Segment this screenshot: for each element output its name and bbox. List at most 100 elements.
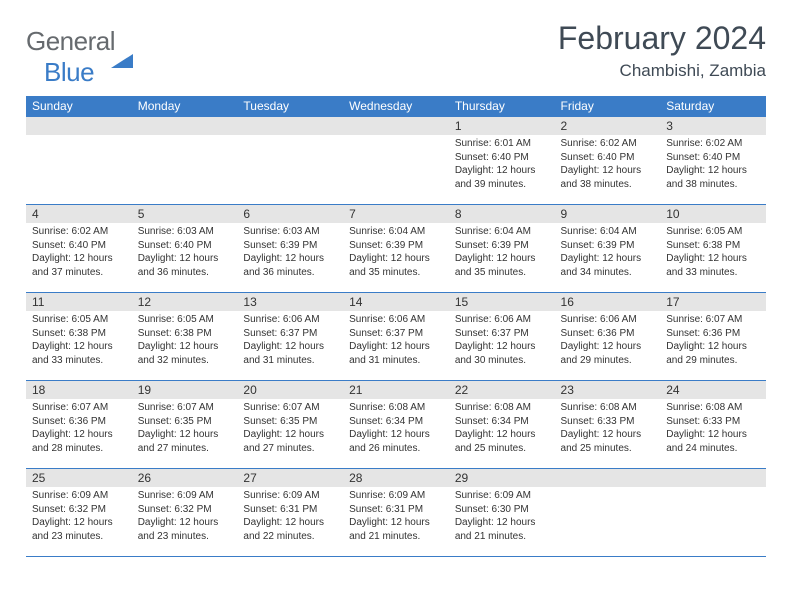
calendar-day-cell: 29Sunrise: 6:09 AMSunset: 6:30 PMDayligh…: [449, 469, 555, 557]
day-details: Sunrise: 6:06 AMSunset: 6:37 PMDaylight:…: [343, 311, 449, 371]
sunset-line: Sunset: 6:30 PM: [455, 503, 549, 517]
col-thursday: Thursday: [449, 96, 555, 117]
sunset-line: Sunset: 6:40 PM: [138, 239, 232, 253]
day-number: 29: [449, 469, 555, 487]
day-details: Sunrise: 6:06 AMSunset: 6:37 PMDaylight:…: [237, 311, 343, 371]
sunset-line: Sunset: 6:36 PM: [666, 327, 760, 341]
daylight-line: Daylight: 12 hours and 21 minutes.: [455, 516, 549, 543]
day-details: Sunrise: 6:07 AMSunset: 6:36 PMDaylight:…: [660, 311, 766, 371]
daylight-line: Daylight: 12 hours and 31 minutes.: [243, 340, 337, 367]
sunset-line: Sunset: 6:31 PM: [243, 503, 337, 517]
col-monday: Monday: [132, 96, 238, 117]
sunrise-line: Sunrise: 6:04 AM: [455, 225, 549, 239]
day-details: Sunrise: 6:03 AMSunset: 6:40 PMDaylight:…: [132, 223, 238, 283]
daylight-line: Daylight: 12 hours and 33 minutes.: [666, 252, 760, 279]
daylight-line: Daylight: 12 hours and 38 minutes.: [666, 164, 760, 191]
day-details: [237, 135, 343, 141]
sunrise-line: Sunrise: 6:08 AM: [455, 401, 549, 415]
daylight-line: Daylight: 12 hours and 23 minutes.: [138, 516, 232, 543]
sunset-line: Sunset: 6:34 PM: [349, 415, 443, 429]
daylight-line: Daylight: 12 hours and 29 minutes.: [666, 340, 760, 367]
day-number: [237, 117, 343, 135]
sunset-line: Sunset: 6:34 PM: [455, 415, 549, 429]
sunrise-line: Sunrise: 6:06 AM: [243, 313, 337, 327]
day-number: 25: [26, 469, 132, 487]
sunset-line: Sunset: 6:32 PM: [138, 503, 232, 517]
calendar-day-cell: 1Sunrise: 6:01 AMSunset: 6:40 PMDaylight…: [449, 117, 555, 205]
sunset-line: Sunset: 6:38 PM: [666, 239, 760, 253]
sunrise-line: Sunrise: 6:03 AM: [138, 225, 232, 239]
calendar-day-cell: 22Sunrise: 6:08 AMSunset: 6:34 PMDayligh…: [449, 381, 555, 469]
daylight-line: Daylight: 12 hours and 33 minutes.: [32, 340, 126, 367]
sunrise-line: Sunrise: 6:05 AM: [138, 313, 232, 327]
calendar-day-cell: 17Sunrise: 6:07 AMSunset: 6:36 PMDayligh…: [660, 293, 766, 381]
sunrise-line: Sunrise: 6:06 AM: [349, 313, 443, 327]
sunrise-line: Sunrise: 6:09 AM: [455, 489, 549, 503]
day-number: 3: [660, 117, 766, 135]
day-number: 28: [343, 469, 449, 487]
month-title: February 2024: [558, 20, 766, 57]
sunset-line: Sunset: 6:36 PM: [561, 327, 655, 341]
calendar-day-cell: [660, 469, 766, 557]
day-details: Sunrise: 6:08 AMSunset: 6:34 PMDaylight:…: [343, 399, 449, 459]
daylight-line: Daylight: 12 hours and 28 minutes.: [32, 428, 126, 455]
day-details: Sunrise: 6:08 AMSunset: 6:33 PMDaylight:…: [660, 399, 766, 459]
calendar-day-cell: 3Sunrise: 6:02 AMSunset: 6:40 PMDaylight…: [660, 117, 766, 205]
calendar-week-row: 11Sunrise: 6:05 AMSunset: 6:38 PMDayligh…: [26, 293, 766, 381]
calendar-day-cell: 24Sunrise: 6:08 AMSunset: 6:33 PMDayligh…: [660, 381, 766, 469]
day-details: Sunrise: 6:09 AMSunset: 6:30 PMDaylight:…: [449, 487, 555, 547]
sunset-line: Sunset: 6:40 PM: [561, 151, 655, 165]
day-number: 27: [237, 469, 343, 487]
calendar-day-cell: 4Sunrise: 6:02 AMSunset: 6:40 PMDaylight…: [26, 205, 132, 293]
daylight-line: Daylight: 12 hours and 27 minutes.: [243, 428, 337, 455]
sunset-line: Sunset: 6:36 PM: [32, 415, 126, 429]
day-details: Sunrise: 6:09 AMSunset: 6:32 PMDaylight:…: [26, 487, 132, 547]
logo-triangle-icon: [111, 37, 133, 68]
sunset-line: Sunset: 6:35 PM: [138, 415, 232, 429]
location-label: Chambishi, Zambia: [558, 61, 766, 81]
day-number: 7: [343, 205, 449, 223]
day-details: Sunrise: 6:03 AMSunset: 6:39 PMDaylight:…: [237, 223, 343, 283]
calendar-day-cell: [237, 117, 343, 205]
col-saturday: Saturday: [660, 96, 766, 117]
day-details: Sunrise: 6:02 AMSunset: 6:40 PMDaylight:…: [555, 135, 661, 195]
sunset-line: Sunset: 6:40 PM: [455, 151, 549, 165]
sunrise-line: Sunrise: 6:02 AM: [561, 137, 655, 151]
sunset-line: Sunset: 6:39 PM: [243, 239, 337, 253]
day-details: Sunrise: 6:08 AMSunset: 6:33 PMDaylight:…: [555, 399, 661, 459]
day-details: Sunrise: 6:09 AMSunset: 6:31 PMDaylight:…: [343, 487, 449, 547]
calendar-week-row: 25Sunrise: 6:09 AMSunset: 6:32 PMDayligh…: [26, 469, 766, 557]
sunrise-line: Sunrise: 6:04 AM: [561, 225, 655, 239]
sunset-line: Sunset: 6:35 PM: [243, 415, 337, 429]
col-sunday: Sunday: [26, 96, 132, 117]
day-number: 13: [237, 293, 343, 311]
calendar-table: Sunday Monday Tuesday Wednesday Thursday…: [26, 96, 766, 557]
day-number: 20: [237, 381, 343, 399]
calendar-day-cell: 7Sunrise: 6:04 AMSunset: 6:39 PMDaylight…: [343, 205, 449, 293]
sunrise-line: Sunrise: 6:04 AM: [349, 225, 443, 239]
calendar-day-cell: 2Sunrise: 6:02 AMSunset: 6:40 PMDaylight…: [555, 117, 661, 205]
day-details: [660, 487, 766, 493]
calendar-day-cell: [26, 117, 132, 205]
daylight-line: Daylight: 12 hours and 27 minutes.: [138, 428, 232, 455]
calendar-day-cell: [132, 117, 238, 205]
daylight-line: Daylight: 12 hours and 31 minutes.: [349, 340, 443, 367]
day-number: 4: [26, 205, 132, 223]
day-number: 26: [132, 469, 238, 487]
header: General Blue February 2024 Chambishi, Za…: [26, 20, 766, 88]
calendar-day-cell: 8Sunrise: 6:04 AMSunset: 6:39 PMDaylight…: [449, 205, 555, 293]
daylight-line: Daylight: 12 hours and 24 minutes.: [666, 428, 760, 455]
sunrise-line: Sunrise: 6:05 AM: [666, 225, 760, 239]
logo-text-blue: Blue: [44, 57, 94, 87]
calendar-day-cell: 18Sunrise: 6:07 AMSunset: 6:36 PMDayligh…: [26, 381, 132, 469]
sunset-line: Sunset: 6:33 PM: [666, 415, 760, 429]
daylight-line: Daylight: 12 hours and 35 minutes.: [349, 252, 443, 279]
day-number: [555, 469, 661, 487]
calendar-day-cell: 14Sunrise: 6:06 AMSunset: 6:37 PMDayligh…: [343, 293, 449, 381]
day-details: Sunrise: 6:05 AMSunset: 6:38 PMDaylight:…: [26, 311, 132, 371]
calendar-day-cell: 16Sunrise: 6:06 AMSunset: 6:36 PMDayligh…: [555, 293, 661, 381]
sunset-line: Sunset: 6:40 PM: [32, 239, 126, 253]
daylight-line: Daylight: 12 hours and 21 minutes.: [349, 516, 443, 543]
calendar-week-row: 1Sunrise: 6:01 AMSunset: 6:40 PMDaylight…: [26, 117, 766, 205]
daylight-line: Daylight: 12 hours and 22 minutes.: [243, 516, 337, 543]
